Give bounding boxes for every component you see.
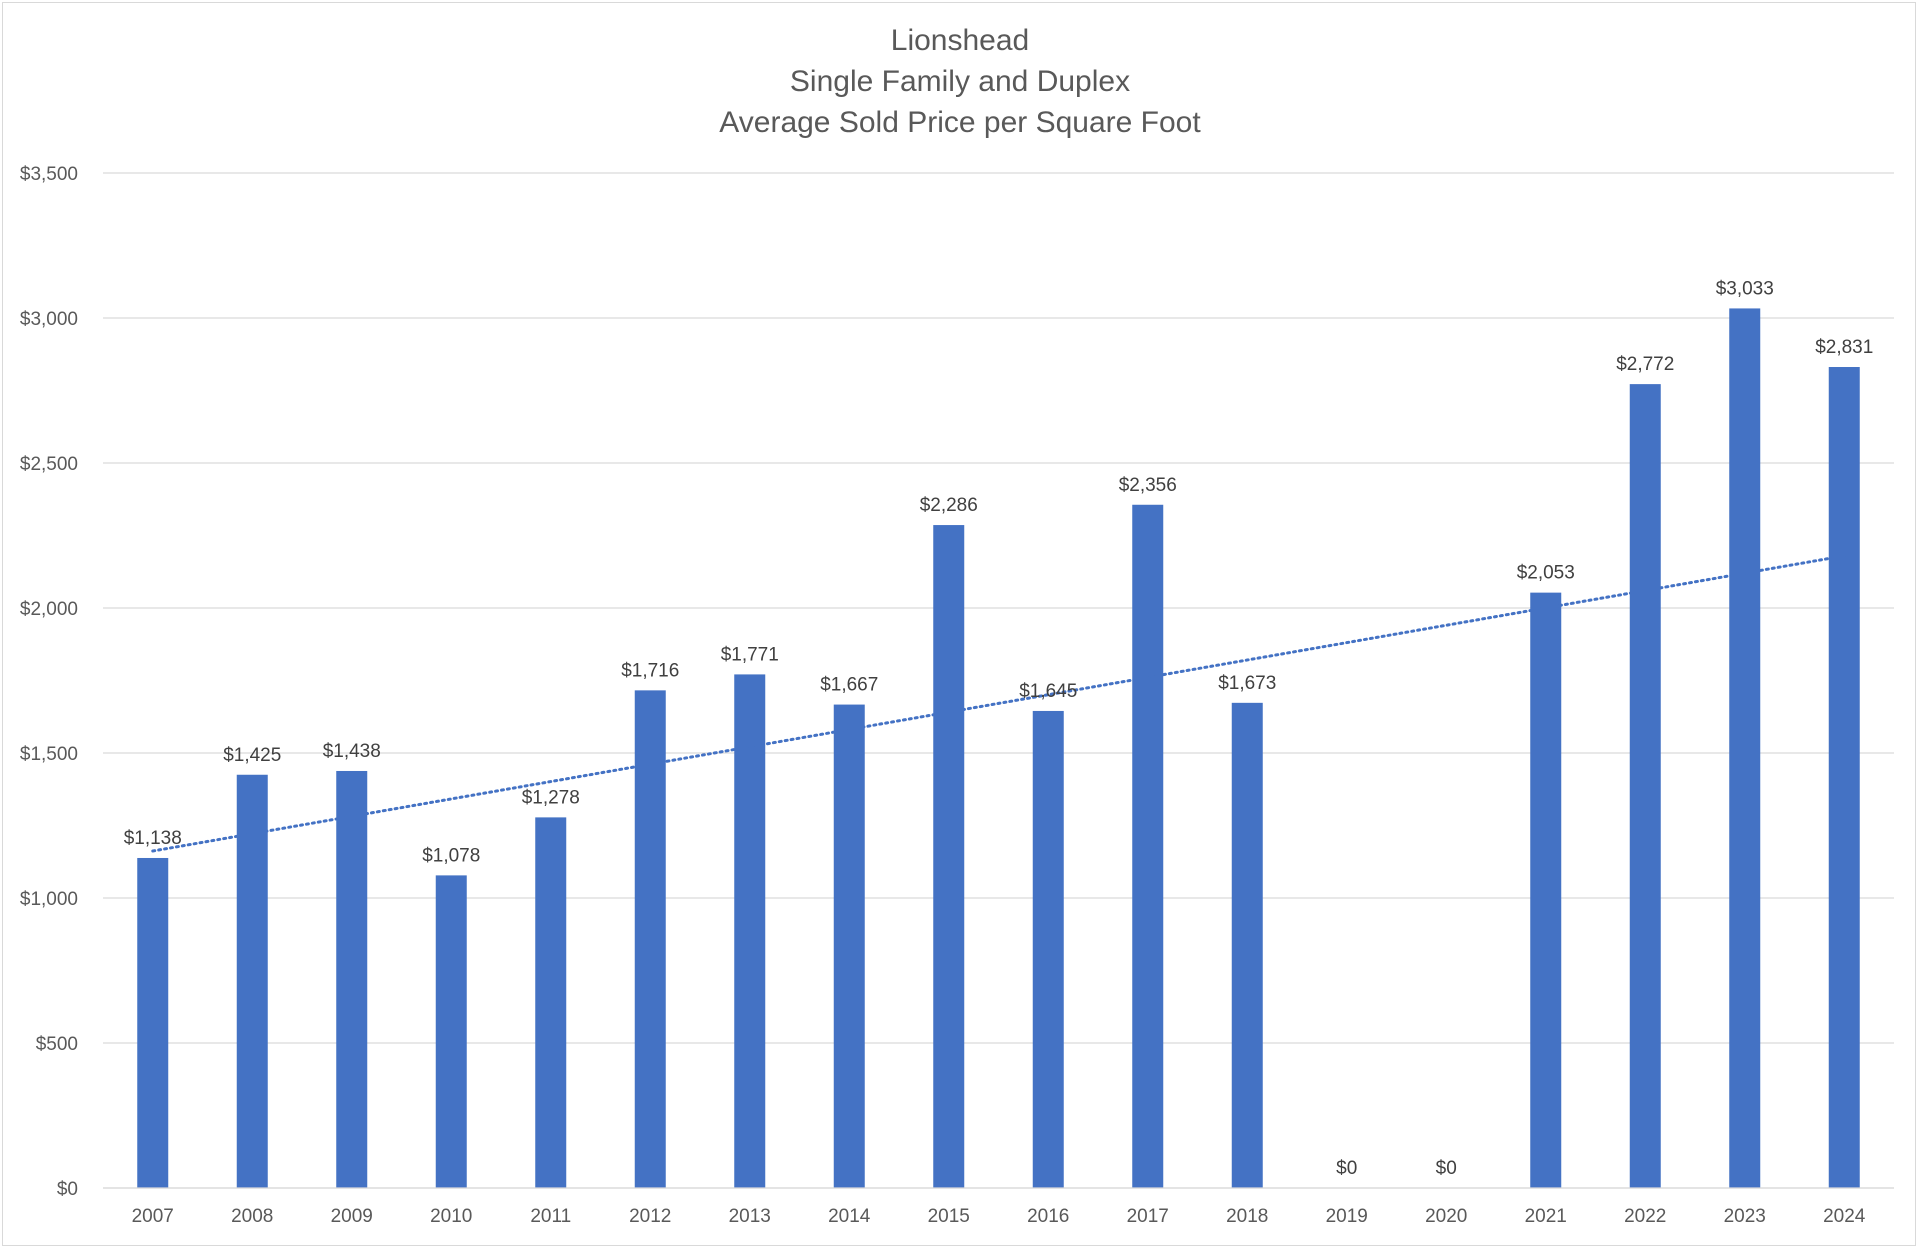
data-label: $1,673 bbox=[1218, 673, 1276, 694]
data-label: $0 bbox=[1336, 1158, 1357, 1179]
x-tick-label: 2018 bbox=[1226, 1206, 1268, 1227]
data-label: $1,667 bbox=[820, 675, 878, 696]
chart-title: Lionshead Single Family and Duplex Avera… bbox=[0, 20, 1920, 143]
y-tick-label: $3,000 bbox=[20, 309, 78, 330]
y-tick-label: $2,500 bbox=[20, 454, 78, 475]
x-tick-label: 2008 bbox=[231, 1206, 273, 1227]
x-tick-label: 2016 bbox=[1027, 1206, 1069, 1227]
x-tick-label: 2020 bbox=[1425, 1206, 1467, 1227]
trendline bbox=[151, 554, 1846, 853]
data-label: $1,771 bbox=[721, 644, 779, 665]
y-tick-label: $500 bbox=[36, 1034, 78, 1055]
bar bbox=[734, 674, 766, 1188]
bar bbox=[833, 704, 865, 1188]
x-tick-label: 2007 bbox=[132, 1206, 174, 1227]
y-tick-label: $3,500 bbox=[20, 164, 78, 185]
y-tick-label: $2,000 bbox=[20, 599, 78, 620]
bar bbox=[1629, 384, 1661, 1188]
x-tick-label: 2023 bbox=[1724, 1206, 1766, 1227]
x-tick-label: 2014 bbox=[828, 1206, 871, 1227]
bar bbox=[1729, 308, 1761, 1188]
y-tick-label: $1,000 bbox=[20, 889, 78, 910]
bar bbox=[1828, 367, 1860, 1188]
bar bbox=[336, 770, 368, 1188]
bar bbox=[1231, 702, 1263, 1188]
chart-title-line-1: Lionshead bbox=[890, 24, 1030, 57]
data-label: $1,425 bbox=[223, 745, 281, 766]
x-tick-label: 2024 bbox=[1823, 1206, 1866, 1227]
data-label: $2,831 bbox=[1815, 337, 1873, 358]
bar bbox=[435, 875, 467, 1188]
x-tick-label: 2017 bbox=[1127, 1206, 1169, 1227]
x-tick-label: 2021 bbox=[1525, 1206, 1567, 1227]
x-tick-label: 2013 bbox=[729, 1206, 771, 1227]
x-tick-label: 2012 bbox=[629, 1206, 671, 1227]
x-tick-label: 2015 bbox=[928, 1206, 970, 1227]
data-label: $0 bbox=[1436, 1158, 1457, 1179]
bar bbox=[1530, 592, 1562, 1188]
data-label: $2,772 bbox=[1616, 354, 1674, 375]
bar bbox=[535, 817, 567, 1188]
chart-title-line-2: Single Family and Duplex bbox=[789, 65, 1131, 98]
bar bbox=[1132, 504, 1164, 1188]
data-label: $1,645 bbox=[1019, 681, 1077, 702]
data-label: $2,286 bbox=[920, 495, 978, 516]
data-label: $2,053 bbox=[1517, 563, 1575, 584]
bar bbox=[933, 525, 965, 1188]
bar bbox=[137, 857, 169, 1188]
x-tick-label: 2022 bbox=[1624, 1206, 1666, 1227]
data-label: $1,716 bbox=[621, 660, 679, 681]
y-tick-label: $0 bbox=[57, 1179, 78, 1200]
data-label: $1,078 bbox=[422, 845, 480, 866]
bar bbox=[634, 690, 666, 1188]
y-tick-label: $1,500 bbox=[20, 744, 78, 765]
x-tick-label: 2009 bbox=[331, 1206, 373, 1227]
bar bbox=[1032, 710, 1064, 1188]
data-label: $1,278 bbox=[522, 787, 580, 808]
x-tick-label: 2019 bbox=[1326, 1206, 1368, 1227]
x-tick-label: 2010 bbox=[430, 1206, 472, 1227]
data-label: $2,356 bbox=[1119, 475, 1177, 496]
data-label: $1,438 bbox=[323, 741, 381, 762]
data-label: $1,138 bbox=[124, 828, 182, 849]
data-label: $3,033 bbox=[1716, 278, 1774, 299]
bar bbox=[236, 774, 268, 1188]
x-tick-label: 2011 bbox=[530, 1206, 571, 1227]
chart-title-line-3: Average Sold Price per Square Foot bbox=[719, 106, 1201, 139]
